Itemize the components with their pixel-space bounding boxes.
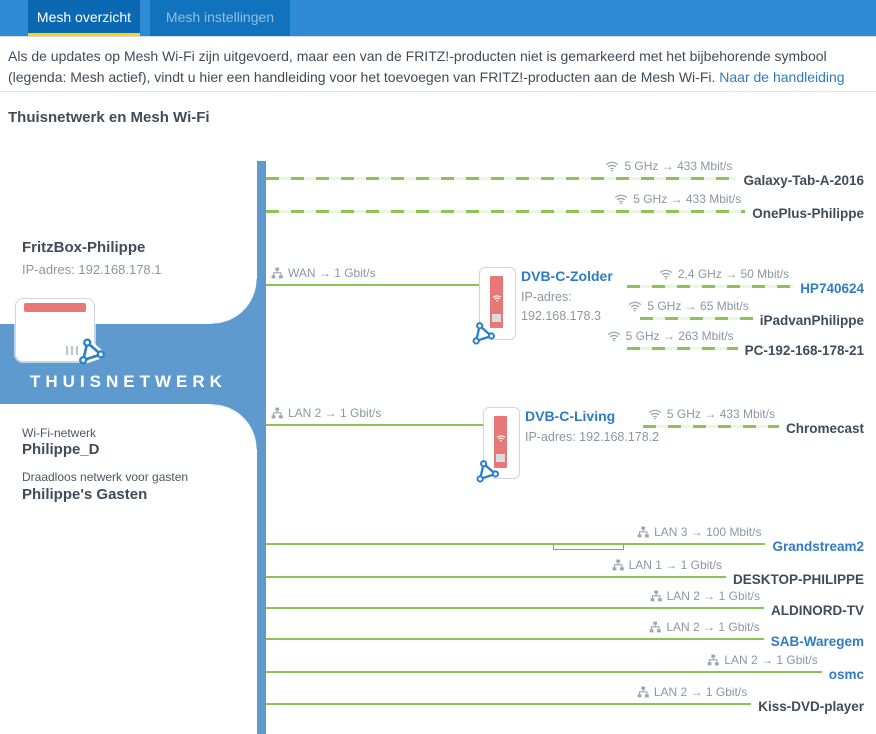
wifi-icon	[628, 301, 642, 312]
repeater-wifi-icon	[491, 295, 502, 302]
device-name-link[interactable]: Grandstream2	[772, 539, 864, 554]
tab-mesh-overview-label: Mesh overzicht	[36, 8, 132, 25]
device-row-grandstream: LAN 3 → 100 Mbit/s Grandstream2	[266, 516, 864, 554]
zolder-uplink-label: WAN → 1 Gbit/s	[271, 266, 376, 280]
manual-link[interactable]: Naar de handleiding	[719, 69, 845, 85]
router-name: FritzBox-Philippe	[22, 239, 146, 256]
device-row-pc: 5 GHz → 263 Mbit/s PC-192-168-178-21	[607, 320, 864, 358]
connection-label: 5 GHz → 65 Mbit/s	[628, 299, 749, 313]
wifi-icon	[648, 409, 662, 420]
lan-connection-line	[266, 607, 764, 609]
device-row-sab: LAN 2 → 1 Gbit/s SAB-Waregem	[266, 611, 864, 649]
device-row-hp: 2,4 GHz → 50 Mbit/s HP740624	[627, 258, 864, 296]
fritzbox-red-stripe	[24, 303, 86, 312]
connection-label: LAN 1 → 1 Gbit/s	[611, 558, 722, 572]
guest-network-name: Philippe's Gasten	[22, 486, 148, 503]
router-ip: IP-adres: 192.168.178.1	[22, 262, 162, 277]
device-row-chromecast: 5 GHz → 433 Mbit/s Chromecast	[643, 398, 864, 436]
lan-icon	[707, 654, 720, 666]
connection-label: 5 GHz → 433 Mbit/s	[605, 159, 732, 173]
device-row-aldinord: LAN 2 → 1 Gbit/s ALDINORD-TV	[266, 580, 864, 618]
wifi-icon	[605, 161, 619, 172]
lan-icon	[271, 267, 283, 279]
device-row-desktop: LAN 1 → 1 Gbit/s DESKTOP-PHILIPPE	[266, 549, 864, 587]
lan-connection-line	[266, 638, 764, 640]
tab-mesh-settings[interactable]: Mesh instellingen	[150, 0, 290, 36]
lan-icon	[649, 590, 662, 602]
connection-label: 5 GHz → 433 Mbit/s	[648, 407, 775, 421]
connection-label: LAN 3 → 100 Mbit/s	[637, 525, 761, 539]
lan-icon	[637, 526, 650, 538]
tab-mesh-overview[interactable]: Mesh overzicht	[28, 0, 140, 36]
repeater-wifi-icon	[495, 435, 506, 442]
repeater-button	[496, 454, 505, 462]
lan-icon	[649, 621, 662, 633]
wifi-connection-line	[643, 425, 779, 428]
connection-label: 5 GHz → 263 Mbit/s	[607, 329, 734, 343]
lan-icon	[611, 559, 624, 571]
tab-bar: Mesh overzicht Mesh instellingen	[0, 0, 876, 37]
intro-text: Als de updates op Mesh Wi-Fi zijn uitgev…	[8, 46, 870, 88]
device-name: PC-192-168-178-21	[744, 343, 864, 358]
wifi-icon	[607, 331, 621, 342]
guest-network-label: Draadloos netwerk voor gasten	[22, 470, 189, 484]
living-uplink-label: LAN 2 → 1 Gbit/s	[271, 406, 381, 420]
divider	[0, 91, 876, 92]
repeater-living-ip: IP-adres: 192.168.178.2	[525, 430, 660, 444]
wifi-network-label: Wi-Fi-netwerk	[22, 426, 96, 440]
fritzbox-vents	[66, 346, 78, 355]
device-name: OnePlus-Philippe	[752, 206, 864, 221]
connection-label: LAN 2 → 1 Gbit/s	[707, 653, 818, 667]
device-row-kiss: LAN 2 → 1 Gbit/s Kiss-DVD-player	[266, 676, 864, 714]
wifi-network-name: Philippe_D	[22, 441, 100, 458]
device-row-oneplus: 5 GHz → 433 Mbit/s OnePlus-Philippe	[266, 183, 864, 221]
wifi-connection-line	[266, 177, 737, 180]
repeater-living-name[interactable]: DVB-C-Living	[525, 408, 616, 424]
device-name-link[interactable]: HP740624	[800, 281, 864, 296]
connection-label: LAN 2 → 1 Gbit/s	[636, 685, 747, 699]
device-name: Galaxy-Tab-A-2016	[743, 173, 864, 188]
device-name: Chromecast	[785, 421, 864, 436]
wifi-connection-line	[627, 347, 738, 350]
lan-connection-line	[266, 576, 726, 578]
device-row-ipad: 5 GHz → 65 Mbit/s iPadvanPhilippe	[628, 290, 864, 328]
wifi-connection-line	[266, 210, 746, 213]
living-uplink-line	[266, 424, 483, 426]
wifi-connection-line	[640, 317, 753, 320]
device-row-osmc: LAN 2 → 1 Gbit/s osmc	[266, 644, 864, 682]
zolder-uplink-line	[266, 284, 479, 286]
lan-connection-line	[266, 543, 766, 545]
intro-body: Als de updates op Mesh Wi-Fi zijn uitgev…	[8, 48, 827, 85]
repeater-zolder-ip-value: 192.168.178.3	[521, 309, 601, 323]
wifi-icon	[659, 269, 673, 280]
device-name-link[interactable]: SAB-Waregem	[770, 634, 864, 649]
wifi-icon	[614, 194, 628, 205]
device-name: DESKTOP-PHILIPPE	[732, 572, 864, 587]
device-name: ALDINORD-TV	[771, 603, 864, 618]
lan-connection-line	[266, 671, 822, 673]
pipe-bend-top	[212, 279, 257, 324]
repeater-button	[492, 314, 501, 322]
device-row-galaxy-tab: 5 GHz → 433 Mbit/s Galaxy-Tab-A-2016	[266, 150, 864, 188]
page-title: Thuisnetwerk en Mesh Wi-Fi	[8, 109, 210, 126]
connection-label: LAN 2 → 1 Gbit/s	[649, 620, 760, 634]
home-network-label: THUISNETWERK	[30, 372, 227, 391]
tab-mesh-settings-label: Mesh instellingen	[165, 8, 275, 25]
repeater-zolder-name[interactable]: DVB-C-Zolder	[521, 268, 613, 284]
device-name: Kiss-DVD-player	[758, 699, 864, 714]
network-trunk-line	[257, 161, 266, 734]
connection-label: 2,4 GHz → 50 Mbit/s	[659, 267, 789, 281]
lan-connection-line	[266, 703, 752, 705]
lan-icon	[271, 407, 283, 419]
pipe-bend-bottom	[212, 404, 257, 449]
lan-icon	[636, 686, 649, 698]
connection-label: 5 GHz → 433 Mbit/s	[614, 192, 741, 206]
redaction-box	[553, 544, 624, 550]
wifi-connection-line	[627, 285, 794, 288]
device-name: iPadvanPhilippe	[759, 313, 864, 328]
connection-label: LAN 2 → 1 Gbit/s	[649, 589, 760, 603]
device-name-link[interactable]: osmc	[828, 667, 864, 682]
repeater-zolder-ip-label: IP-adres:	[521, 290, 572, 304]
